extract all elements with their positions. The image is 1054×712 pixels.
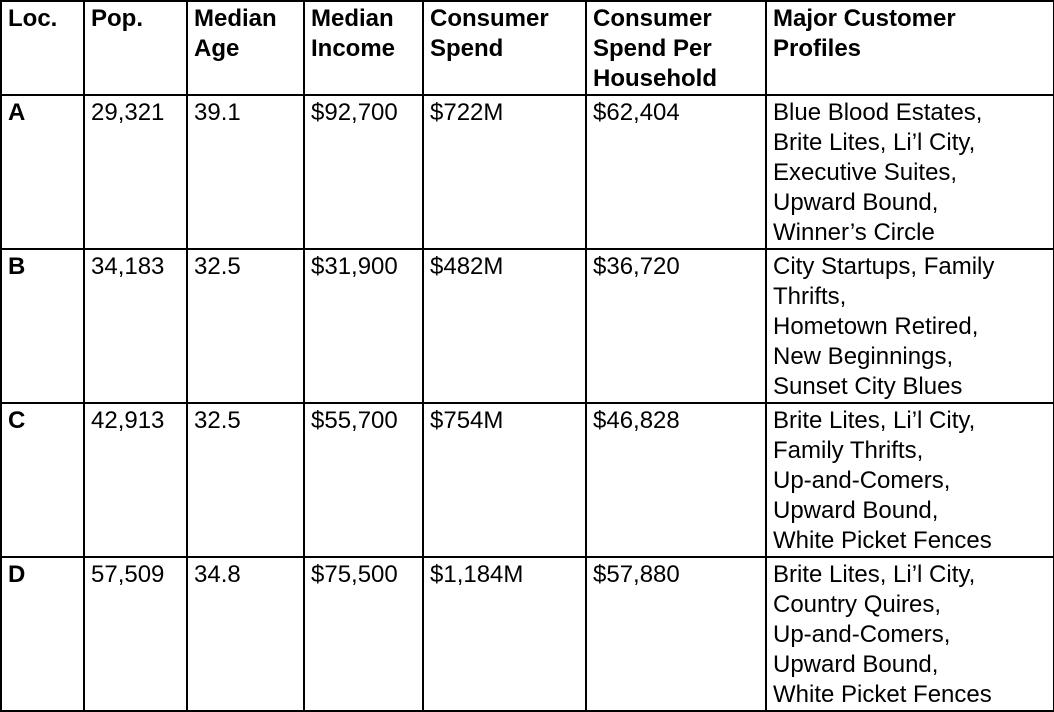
header-line: Median: [311, 5, 394, 32]
header-line: Age: [194, 35, 240, 62]
header-line: Spend Per: [593, 35, 712, 62]
cell-loc: C: [0, 402, 85, 558]
profile-line: Up-and-Comers,: [773, 621, 951, 648]
cell-median-income: $92,700: [303, 94, 424, 250]
header-line: Spend: [430, 35, 504, 62]
profile-line: Sunset City Blues: [773, 373, 963, 400]
cell-median-income: $75,500: [303, 556, 424, 712]
cell-pop: 29,321: [83, 94, 188, 250]
cell-median-age: 32.5: [186, 402, 305, 558]
cell-spend-per-household: $62,404: [585, 94, 767, 250]
profile-line: White Picket Fences: [773, 681, 992, 708]
header-line: Loc.: [8, 5, 58, 32]
cell-profiles: City Startups, Family Thrifts, Hometown Re…: [765, 248, 1054, 404]
cell-profiles: Brite Lites, Li’l City, Country Quires, Up…: [765, 556, 1054, 712]
cell-pop: 42,913: [83, 402, 188, 558]
header-line: Major Customer: [773, 5, 956, 32]
profile-line: Thrifts,: [773, 283, 847, 310]
header-line: Median: [194, 5, 277, 32]
cell-median-income: $31,900: [303, 248, 424, 404]
profile-line: Brite Lites, Li’l City,: [773, 407, 976, 434]
header-line: Profiles: [773, 35, 862, 62]
header-line: Pop.: [91, 5, 143, 32]
profile-line: Upward Bound,: [773, 189, 939, 216]
profile-line: Brite Lites, Li’l City,: [773, 561, 976, 588]
profile-line: Blue Blood Estates,: [773, 99, 983, 126]
cell-profiles: Brite Lites, Li’l City, Family Thrifts, Up…: [765, 402, 1054, 558]
cell-spend-per-household: $46,828: [585, 402, 767, 558]
header-loc: Loc.: [0, 0, 85, 96]
header-major-customer-profiles: Major Customer Profiles: [765, 0, 1054, 96]
cell-spend-per-household: $36,720: [585, 248, 767, 404]
profile-line: Brite Lites, Li’l City,: [773, 129, 976, 156]
cell-consumer-spend: $754M: [422, 402, 587, 558]
cell-consumer-spend: $482M: [422, 248, 587, 404]
cell-pop: 57,509: [83, 556, 188, 712]
header-median-age: Median Age: [186, 0, 305, 96]
profile-line: Up-and-Comers,: [773, 467, 951, 494]
cell-consumer-spend: $1,184M: [422, 556, 587, 712]
profile-line: New Beginnings,: [773, 343, 954, 370]
profile-line: White Picket Fences: [773, 527, 992, 554]
cell-loc: A: [0, 94, 85, 250]
profile-line: City Startups, Family: [773, 253, 995, 280]
profile-line: Upward Bound,: [773, 651, 939, 678]
cell-consumer-spend: $722M: [422, 94, 587, 250]
profile-line: Hometown Retired,: [773, 313, 979, 340]
table-body: A 29,321 39.1 $92,700 $722M $62,404 Blue…: [0, 94, 1054, 712]
cell-spend-per-household: $57,880: [585, 556, 767, 712]
header-line: Income: [311, 35, 396, 62]
cell-median-income: $55,700: [303, 402, 424, 558]
table-row: A 29,321 39.1 $92,700 $722M $62,404 Blue…: [0, 94, 1054, 250]
cell-loc: B: [0, 248, 85, 404]
cell-pop: 34,183: [83, 248, 188, 404]
header-line: Consumer: [430, 5, 549, 32]
header-pop: Pop.: [83, 0, 188, 96]
header-line: Consumer: [593, 5, 712, 32]
profile-line: Upward Bound,: [773, 497, 939, 524]
header-spend-per-household: Consumer Spend Per Household: [585, 0, 767, 96]
header-line: Household: [593, 65, 717, 92]
table-row: C 42,913 32.5 $55,700 $754M $46,828 Brit…: [0, 402, 1054, 558]
table-header: Loc. Pop. Median Age Median Income Consume…: [0, 0, 1054, 96]
header-row: Loc. Pop. Median Age Median Income Consume…: [0, 0, 1054, 96]
cell-loc: D: [0, 556, 85, 712]
cell-median-age: 34.8: [186, 556, 305, 712]
profile-line: Executive Suites,: [773, 159, 958, 186]
header-consumer-spend: Consumer Spend: [422, 0, 587, 96]
profile-line: Winner’s Circle: [773, 219, 935, 246]
header-median-income: Median Income: [303, 0, 424, 96]
cell-median-age: 32.5: [186, 248, 305, 404]
table-row: B 34,183 32.5 $31,900 $482M $36,720 City…: [0, 248, 1054, 404]
profile-line: Country Quires,: [773, 591, 942, 618]
cell-median-age: 39.1: [186, 94, 305, 250]
profile-line: Family Thrifts,: [773, 437, 924, 464]
table-row: D 57,509 34.8 $75,500 $1,184M $57,880 Br…: [0, 556, 1054, 712]
cell-profiles: Blue Blood Estates, Brite Lites, Li’l Cit…: [765, 94, 1054, 250]
